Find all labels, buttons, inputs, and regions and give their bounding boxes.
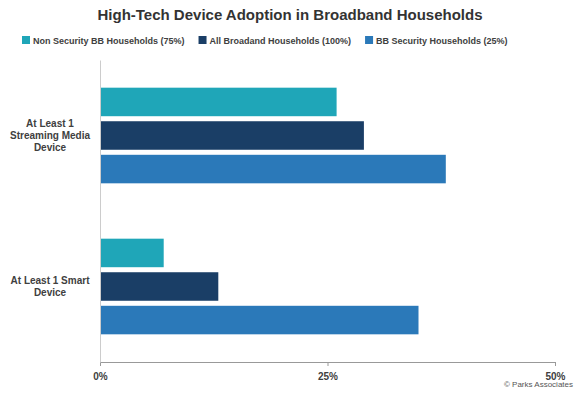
legend-label: All Broadand Households (100%) (210, 36, 352, 46)
y-tick: At Least 1Streaming MediaDevice (10, 118, 100, 153)
bar (100, 88, 337, 117)
title: High-Tech Device Adoption in Broadband H… (97, 6, 482, 23)
y-axis-line (100, 61, 101, 363)
legend-item: All Broadand Households (100%) (199, 36, 352, 46)
x-tick-mark (555, 362, 556, 366)
x-tick-mark (328, 362, 329, 366)
x-tick: 25% (318, 362, 338, 382)
x-tick: 0% (93, 362, 108, 382)
bar (100, 121, 364, 150)
category-label-line: At Least 1 (26, 118, 74, 129)
x-tick-label: 25% (318, 371, 338, 382)
x-tick-label: 0% (93, 371, 108, 382)
bar (100, 306, 419, 335)
category-label-line: Device (34, 142, 67, 153)
category-label-line: At Least 1 Smart (11, 275, 91, 286)
x-tick-mark (100, 362, 101, 366)
x-axis: 0% 25% 50% (93, 362, 565, 382)
category-label-line: Streaming Media (10, 130, 90, 141)
legend: Non Security BB Households (75%) All Broa… (22, 36, 508, 46)
legend-label: BB Security Households (25%) (376, 36, 508, 46)
bars (100, 88, 446, 335)
legend-item: BB Security Households (25%) (365, 36, 508, 46)
category-label-line: Device (34, 287, 67, 298)
category-label: At Least 1Streaming MediaDevice (10, 118, 90, 153)
legend-swatch (199, 36, 207, 44)
legend-label: Non Security BB Households (75%) (33, 36, 185, 46)
bar (100, 239, 164, 268)
y-tick: At Least 1 SmartDevice (11, 275, 100, 298)
legend-item: Non Security BB Households (75%) (22, 36, 185, 46)
legend-swatch (22, 36, 30, 44)
legend-swatch (365, 36, 373, 44)
source: © Parks Associates (504, 380, 573, 389)
bar (100, 272, 218, 301)
category-label: At Least 1 SmartDevice (11, 275, 91, 298)
bar (100, 155, 446, 184)
x-tick: 50% (545, 362, 565, 382)
y-axis: At Least 1Streaming MediaDeviceAt Least … (10, 61, 101, 363)
